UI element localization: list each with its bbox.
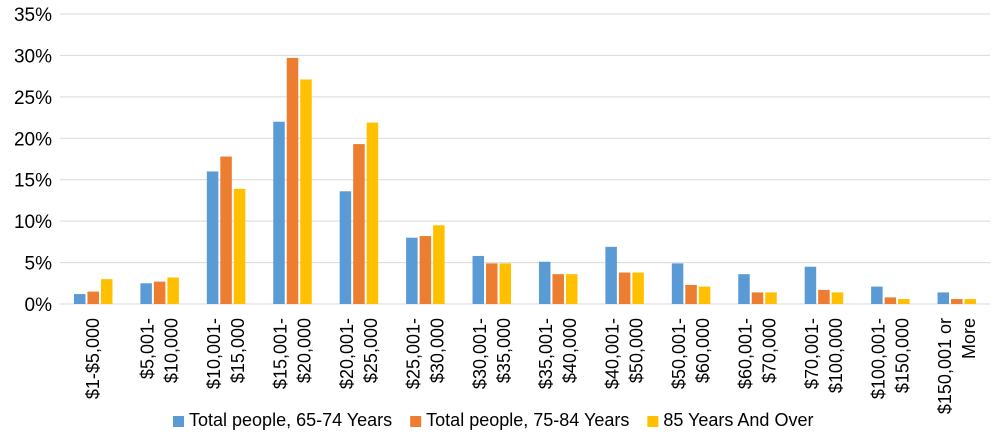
x-tick-label: More <box>959 318 979 359</box>
x-tick-label: $50,001- <box>669 318 689 389</box>
bar-series-1 <box>472 255 485 304</box>
x-tick-label: $70,000 <box>760 318 780 383</box>
bar-series-2 <box>353 144 365 304</box>
y-tick-label: 30% <box>14 46 52 67</box>
bar-series-1 <box>538 261 551 304</box>
bar-series-2 <box>486 263 498 304</box>
bar-series-1 <box>273 121 285 304</box>
bar-series-3 <box>765 292 777 304</box>
x-tick-label: $150,001 or <box>935 318 955 414</box>
bar-series-1 <box>738 274 750 304</box>
grid-layer <box>60 13 990 305</box>
bar-series-3 <box>167 277 179 304</box>
bar-series-3 <box>499 263 512 304</box>
bar-series-2 <box>220 156 232 304</box>
x-tick-label: $1-$5,000 <box>83 318 103 399</box>
legend-swatch-1 <box>173 416 184 427</box>
bar-series-2 <box>419 236 432 304</box>
bar-series-1 <box>804 266 817 304</box>
legend-label-3: 85 Years And Over <box>663 410 813 430</box>
bar-series-3 <box>233 188 246 304</box>
bar-series-1 <box>73 294 86 304</box>
bar-series-3 <box>565 274 578 304</box>
bar-series-3 <box>964 299 977 304</box>
legend-swatch-2 <box>410 416 422 427</box>
x-tick-label: $15,000 <box>228 318 248 383</box>
bar-series-2 <box>951 299 963 304</box>
bar-series-3 <box>433 225 445 304</box>
bar-series-3 <box>698 286 711 304</box>
bar-series-3 <box>366 122 379 305</box>
bar-series-3 <box>831 292 844 304</box>
x-tick-label: $60,000 <box>693 318 713 383</box>
bar-series-2 <box>751 292 764 304</box>
x-tick-label: $100,000 <box>826 318 846 393</box>
bar-series-1 <box>406 237 418 304</box>
legend-label-1: Total people, 65-74 Years <box>189 410 392 430</box>
x-tick-label: $35,000 <box>494 318 514 383</box>
x-tick-label: $25,001- <box>403 318 423 389</box>
x-tick-label: $30,001- <box>470 318 490 389</box>
bar-series-2 <box>87 291 99 304</box>
x-tick-label: $70,001- <box>802 318 822 389</box>
bar-series-1 <box>339 191 352 304</box>
x-tick-label: $25,000 <box>361 318 381 383</box>
x-tick-label: $60,001- <box>736 318 756 389</box>
bar-series-2 <box>153 281 166 304</box>
bar-series-1 <box>871 286 883 304</box>
bar-series-3 <box>898 299 910 304</box>
bar-series-3 <box>632 272 644 304</box>
y-tick-label: 35% <box>14 5 52 26</box>
y-tick-label: 25% <box>14 88 52 109</box>
x-tick-label: $50,000 <box>627 318 647 383</box>
y-tick-label: 0% <box>25 295 53 316</box>
x-tick-label: $15,001- <box>271 318 291 389</box>
y-axis: 0% 5% 10% 15% 20% 25% 30% 35% <box>14 5 52 316</box>
bar-series-3 <box>300 79 312 304</box>
bar-series-1 <box>671 263 684 304</box>
x-axis: $1-$5,000 $5,001- $10,000 $10,001- $15,000 $1… <box>83 318 979 414</box>
bar-series-1 <box>605 246 617 304</box>
y-tick-label: 15% <box>14 171 52 192</box>
x-tick-label: $100,001- <box>868 318 888 399</box>
legend-swatch-3 <box>647 416 659 427</box>
x-tick-label: $20,001- <box>337 318 357 389</box>
x-tick-label: $30,000 <box>427 318 447 383</box>
bars-layer <box>73 57 977 305</box>
bar-series-2 <box>618 272 631 304</box>
bar-series-2 <box>884 297 897 304</box>
bar-series-1 <box>206 171 219 304</box>
legend-label-2: Total people, 75-84 Years <box>426 410 629 430</box>
bar-series-1 <box>937 292 950 304</box>
x-tick-label: $35,001- <box>536 318 556 389</box>
bar-series-2 <box>818 289 830 304</box>
bar-series-2 <box>552 274 564 304</box>
x-tick-label: $10,000 <box>162 318 182 383</box>
y-tick-label: 10% <box>14 212 52 233</box>
x-tick-label: $10,001- <box>204 318 224 389</box>
x-tick-label: $20,000 <box>295 318 315 383</box>
bar-series-3 <box>100 279 113 304</box>
bar-series-1 <box>140 283 152 304</box>
x-tick-label: $5,001- <box>138 318 158 379</box>
x-tick-label: $40,001- <box>603 318 623 389</box>
x-tick-label: $150,000 <box>892 318 912 393</box>
legend: Total people, 65-74 Years Total people, 7… <box>173 410 813 430</box>
x-tick-label: $40,000 <box>560 318 580 383</box>
y-tick-label: 20% <box>14 129 52 150</box>
bar-series-2 <box>286 57 299 304</box>
bar-series-2 <box>685 284 697 304</box>
y-tick-label: 5% <box>25 254 53 275</box>
